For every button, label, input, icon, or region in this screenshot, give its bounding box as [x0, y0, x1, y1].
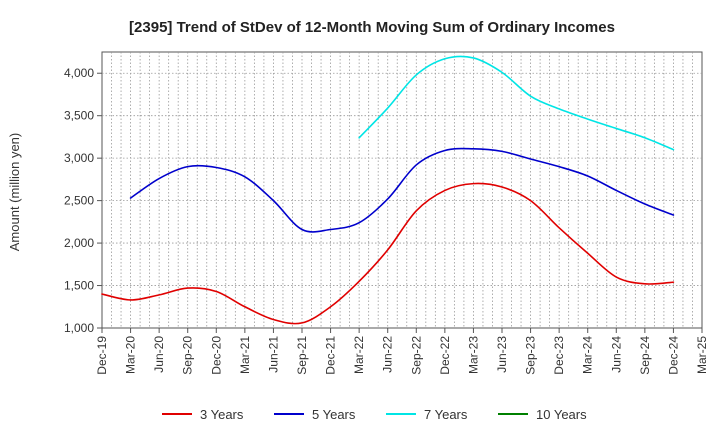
x-tick-label: Sep-22 — [409, 336, 423, 375]
legend-label-5-years: 5 Years — [312, 407, 356, 422]
legend-label-10-years: 10 Years — [536, 407, 587, 422]
x-tick-label: Mar-25 — [695, 336, 709, 374]
x-tick-label: Jun-22 — [381, 336, 395, 373]
y-tick-label: 3,500 — [64, 109, 94, 123]
x-tick-label: Jun-21 — [266, 336, 280, 373]
legend: 3 Years 5 Years 7 Years 10 Years — [162, 407, 587, 422]
y-tick-label: 4,000 — [64, 66, 94, 80]
plot-area: 1,000 1,500 2,000 2,500 3,000 3,500 4,000 Dec-1… — [64, 51, 709, 375]
x-tick-label: Dec-23 — [552, 336, 566, 375]
y-tick-label: 1,500 — [64, 279, 94, 293]
series-line-3-years — [101, 182, 675, 325]
x-tick-label: Dec-19 — [95, 336, 109, 375]
x-tick-label: Sep-23 — [524, 336, 538, 375]
series-line-7-years — [358, 55, 675, 151]
x-tick-label: Mar-20 — [124, 336, 138, 374]
y-tick-label: 3,000 — [64, 151, 94, 165]
y-tick-label: 1,000 — [64, 321, 94, 335]
x-tick-label: Dec-21 — [324, 336, 338, 375]
x-tick-label: Mar-23 — [466, 336, 480, 374]
y-tick-label: 2,000 — [64, 236, 94, 250]
legend-label-3-years: 3 Years — [200, 407, 244, 422]
chart-title: [2395] Trend of StDev of 12-Month Moving… — [129, 19, 615, 36]
x-tick-label: Mar-21 — [238, 336, 252, 374]
x-tick-label: Mar-24 — [581, 336, 595, 374]
plot-frame — [101, 51, 703, 329]
x-tick-label: Mar-22 — [352, 336, 366, 374]
x-tick-label: Dec-20 — [209, 336, 223, 375]
x-tick-label: Sep-21 — [295, 336, 309, 375]
series-line-5-years — [129, 147, 675, 233]
x-tick-label: Jun-24 — [609, 336, 623, 373]
x-tick-label: Jun-23 — [495, 336, 509, 373]
x-tick-label: Sep-24 — [638, 336, 652, 375]
x-tick-label: Dec-22 — [438, 336, 452, 375]
x-tick-label: Sep-20 — [181, 336, 195, 375]
x-tick-label: Jun-20 — [152, 336, 166, 373]
y-axis-label: Amount (million yen) — [7, 133, 22, 252]
y-tick-label: 2,500 — [64, 194, 94, 208]
x-tick-label: Dec-24 — [666, 336, 680, 375]
legend-label-7-years: 7 Years — [424, 407, 468, 422]
